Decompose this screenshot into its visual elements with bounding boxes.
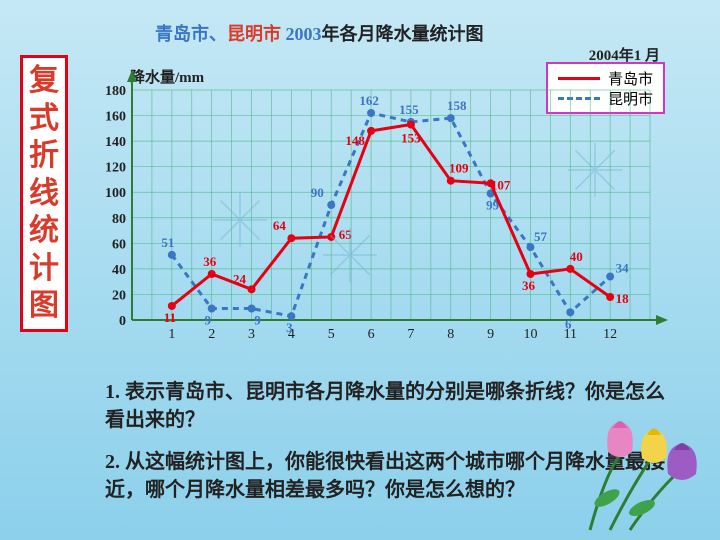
- qingdao-value-label: 107: [491, 177, 511, 192]
- qingdao-marker: [526, 270, 534, 278]
- kunming-marker: [208, 305, 216, 313]
- x-tick-label: 3: [248, 327, 255, 342]
- x-tick-label: 12: [603, 327, 617, 342]
- y-tick-label: 100: [105, 186, 126, 201]
- qingdao-marker: [327, 233, 335, 241]
- qingdao-value-label: 64: [273, 218, 287, 233]
- x-tick-label: 7: [407, 327, 414, 342]
- vert-title-char: 统: [29, 212, 59, 250]
- vert-title-char: 复: [29, 62, 59, 100]
- vert-title-char: 式: [29, 100, 59, 138]
- title-city2: 昆明市: [227, 24, 286, 44]
- qingdao-value-label: 11: [164, 310, 176, 325]
- x-tick-label: 8: [447, 327, 454, 342]
- chart-title: 青岛市、昆明市 2003年各月降水量统计图: [155, 20, 484, 46]
- title-year: 2003: [286, 24, 322, 44]
- kunming-value-label: 3: [286, 320, 293, 335]
- qingdao-value-label: 65: [339, 227, 353, 242]
- y-tick-label: 60: [112, 237, 126, 252]
- vert-title-char: 计: [29, 250, 59, 288]
- x-tick-label: 9: [487, 327, 494, 342]
- y-tick-label: 120: [105, 161, 126, 176]
- qingdao-marker: [168, 302, 176, 310]
- qingdao-marker: [287, 234, 295, 242]
- kunming-value-label: 51: [161, 235, 174, 250]
- y-tick-label: 20: [112, 288, 126, 303]
- kunming-value-label: 9: [204, 313, 211, 328]
- kunming-marker: [447, 114, 455, 122]
- y-tick-label: 0: [119, 314, 126, 329]
- kunming-value-label: 9: [254, 313, 261, 328]
- title-rest: 年各月降水量统计图: [322, 24, 484, 44]
- qingdao-value-label: 36: [203, 254, 217, 269]
- y-tick-label: 160: [105, 110, 126, 125]
- qingdao-value-label: 36: [522, 278, 536, 293]
- kunming-value-label: 158: [447, 98, 467, 113]
- vert-title-char: 图: [29, 287, 59, 325]
- qingdao-marker: [606, 293, 614, 301]
- kunming-value-label: 155: [399, 102, 419, 117]
- vert-title-char: 折: [29, 137, 59, 175]
- kunming-marker: [287, 312, 295, 320]
- grid: [132, 90, 650, 320]
- qingdao-marker: [566, 265, 574, 273]
- kunming-marker: [526, 243, 534, 251]
- kunming-marker: [327, 201, 335, 209]
- flower-decoration-icon: [550, 380, 720, 540]
- qingdao-value-label: 109: [449, 161, 469, 176]
- kunming-value-label: 90: [311, 185, 324, 200]
- qingdao-marker: [407, 121, 415, 129]
- precipitation-chart: 0204060801001201401601801234567891011125…: [90, 60, 670, 350]
- y-tick-label: 180: [105, 84, 126, 99]
- kunming-marker: [168, 251, 176, 259]
- x-tick-label: 5: [328, 327, 335, 342]
- kunming-value-label: 34: [616, 261, 630, 276]
- y-tick-label: 140: [105, 135, 126, 150]
- kunming-value-label: 162: [359, 93, 379, 108]
- y-tick-label: 80: [112, 212, 126, 227]
- qingdao-value-label: 40: [570, 249, 583, 264]
- vertical-title-box: 复式折线统计图: [20, 55, 68, 332]
- qingdao-value-label: 148: [345, 133, 365, 148]
- qingdao-marker: [208, 270, 216, 278]
- x-tick-label: 6: [368, 327, 375, 342]
- y-tick-label: 40: [112, 263, 126, 278]
- kunming-value-label: 6: [565, 316, 572, 331]
- qingdao-value-label: 18: [616, 291, 630, 306]
- x-tick-label: 10: [523, 327, 537, 342]
- title-city1: 青岛市、: [155, 24, 227, 44]
- qingdao-value-label: 153: [401, 131, 421, 146]
- qingdao-value-label: 24: [233, 271, 247, 286]
- x-tick-label: 1: [168, 327, 175, 342]
- vert-title-char: 线: [29, 175, 59, 213]
- qingdao-marker: [447, 177, 455, 185]
- qingdao-marker: [248, 285, 256, 293]
- kunming-marker: [367, 109, 375, 117]
- qingdao-marker: [367, 127, 375, 135]
- kunming-value-label: 57: [534, 229, 548, 244]
- kunming-marker: [248, 305, 256, 313]
- x-tick-label: 2: [208, 327, 215, 342]
- kunming-marker: [566, 308, 574, 316]
- kunming-marker: [606, 273, 614, 281]
